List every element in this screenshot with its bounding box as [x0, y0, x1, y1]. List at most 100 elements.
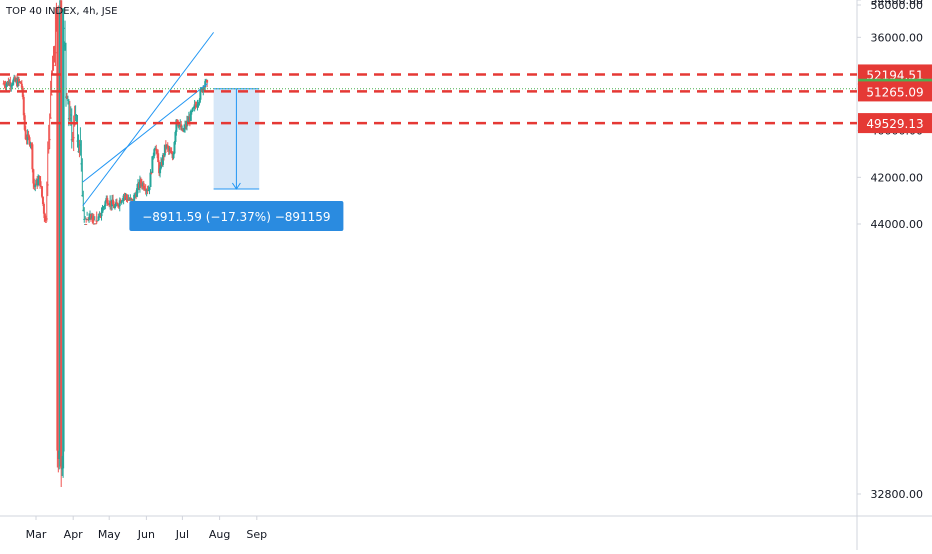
candle-body [152, 155, 155, 157]
candle-body [39, 176, 42, 186]
candle-body [192, 107, 195, 109]
candle-body [143, 188, 146, 190]
candle-body [104, 201, 107, 207]
candle-body [50, 94, 53, 96]
candle-body [198, 99, 201, 104]
candle-body [183, 127, 186, 132]
candle-body [170, 152, 173, 154]
measure-label-badge [129, 201, 344, 231]
candle-body [53, 54, 56, 56]
candle-body [73, 124, 76, 126]
candle-body [49, 117, 52, 119]
candle-body [68, 118, 71, 120]
candle-body [174, 131, 177, 142]
candle-body [150, 172, 153, 174]
candle-body [161, 154, 164, 165]
candle-body [47, 148, 50, 150]
candle-body [108, 204, 111, 206]
candle-body [64, 45, 67, 47]
price-label-badge [858, 81, 932, 102]
x-tick-label: Apr [64, 528, 84, 541]
candle-body [44, 221, 47, 223]
candle-body [20, 83, 23, 88]
candle-body [69, 114, 72, 116]
candle-body [97, 216, 100, 221]
price-label-text: 51265.09 [866, 85, 923, 99]
candle-body [194, 104, 197, 106]
measure-label-text: −8911.59 (−17.37%) −891159 [142, 210, 330, 224]
candle-body [54, 52, 57, 54]
candle-body [196, 104, 199, 107]
candle-body [176, 119, 179, 124]
candle-body [166, 145, 169, 148]
candle-body [122, 195, 125, 200]
candle-body [41, 196, 44, 205]
candle-body [126, 197, 129, 201]
price-label-text: 49529.13 [866, 117, 923, 131]
candle-body [204, 81, 207, 88]
candle-body [31, 144, 34, 170]
candle-body [14, 77, 17, 82]
candle-body [24, 129, 27, 140]
candle-body [139, 179, 142, 184]
candle-body [83, 218, 86, 220]
candle-body [85, 223, 88, 225]
y-tick-label: 56000.00 [871, 0, 924, 12]
candle-body [82, 209, 85, 211]
candle-body [76, 140, 79, 142]
candle-body [52, 64, 55, 66]
candle-body [185, 120, 188, 127]
candle-body [173, 141, 176, 154]
candle-body [41, 186, 43, 197]
candle-body [121, 199, 124, 201]
candle-body [74, 114, 77, 116]
candle-body [155, 148, 158, 151]
candle-body [147, 190, 150, 192]
candle-body [103, 206, 106, 208]
candle-body [133, 194, 136, 202]
x-tick-label: May [98, 528, 121, 541]
candle-body [138, 179, 141, 188]
candle-body [46, 184, 49, 186]
candle-body [96, 220, 99, 222]
y-tick-label: 32800.00 [871, 488, 924, 501]
candle-body [101, 207, 104, 213]
candle-body [22, 96, 25, 116]
channel-upper-line [82, 32, 214, 207]
candle-body [19, 81, 22, 84]
candle-body [151, 156, 154, 173]
candle-body [178, 125, 181, 127]
candle-body [113, 206, 116, 209]
candle-body [66, 99, 69, 101]
candle-body [149, 172, 152, 187]
candle-body [94, 223, 97, 225]
x-tick-label: Mar [26, 528, 47, 541]
candle-body [169, 150, 172, 153]
candle-body [33, 183, 36, 187]
candle-body [11, 84, 14, 86]
candle-body [5, 83, 8, 87]
candle-body [193, 104, 196, 108]
candle-body [199, 90, 202, 100]
candle-body [79, 144, 82, 146]
candle-body [65, 96, 68, 98]
candle-body [114, 202, 117, 207]
candle-body [80, 163, 83, 165]
x-tick-label: Sep [246, 528, 267, 541]
candle-body [32, 169, 35, 184]
candle-body [17, 79, 20, 82]
candle-body [78, 151, 81, 153]
candle-body [156, 150, 159, 154]
candle-body [148, 186, 151, 191]
candle-body [89, 214, 92, 218]
candle-body [153, 149, 156, 156]
candle-body [191, 107, 194, 111]
candle-body [58, 450, 61, 460]
candle-body [45, 218, 48, 220]
candle-body [202, 86, 205, 93]
candle-body [206, 79, 209, 83]
candle-body [112, 199, 115, 205]
candle-body [17, 79, 19, 87]
candle-body [197, 103, 200, 105]
